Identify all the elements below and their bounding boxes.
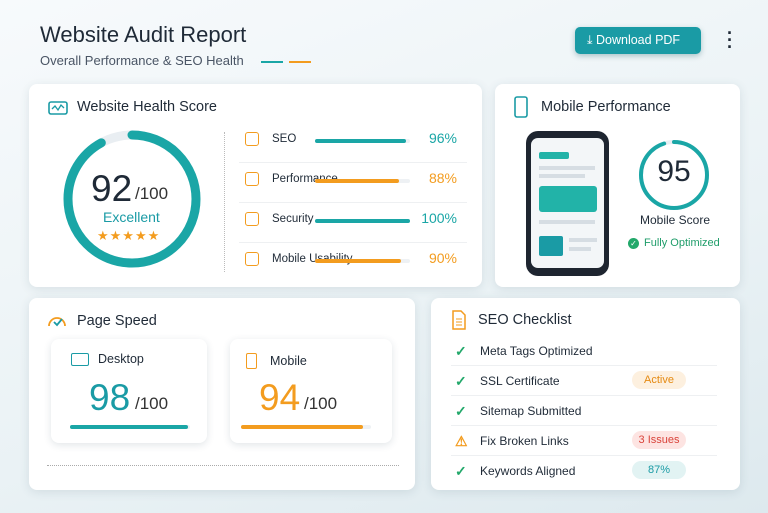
metric-name: Security — [272, 213, 314, 225]
mobile-speed-card: Mobile 94 /100 — [230, 339, 392, 443]
row-divider — [451, 365, 717, 366]
metric-value: 88% — [428, 170, 457, 186]
menu-button[interactable]: · · · — [727, 23, 733, 57]
check-icon: ✓ — [455, 463, 467, 479]
mobile-icon — [246, 353, 257, 369]
speed-label: Mobile — [270, 354, 307, 368]
bar — [315, 219, 410, 223]
bar — [315, 139, 407, 143]
badge: 87% — [632, 461, 686, 479]
mobile-card: Mobile Performance 95 Mobile Score ✓ Full… — [495, 84, 740, 287]
speed-max: /100 — [135, 394, 169, 413]
metric-icon — [245, 172, 259, 186]
speed-card: Page Speed Desktop 98 /100 Mobile 94 /10… — [29, 298, 415, 490]
bar — [315, 179, 399, 183]
desktop-card: Desktop 98 /100 — [51, 339, 207, 443]
score-ring — [63, 130, 201, 268]
checklist-card: SEO Checklist ✓ Meta Tags Optimized ✓ SSL C… — [431, 298, 740, 490]
doc-icon — [452, 310, 466, 330]
health-card: Website Health Score 92 /100 Excellent ★… — [29, 84, 482, 287]
metric-icon — [245, 252, 259, 266]
card-title: SEO Checklist — [478, 312, 572, 328]
download-label: Download PDF — [596, 33, 681, 47]
badge: Active — [632, 371, 686, 389]
metric-value: 100% — [421, 210, 457, 226]
item-text: Sitemap Submitted — [480, 404, 582, 418]
rating: Excellent — [103, 209, 160, 225]
metric-name: SEO — [272, 133, 297, 145]
row-divider — [451, 425, 717, 426]
card-title: Page Speed — [77, 313, 157, 329]
row-divider — [451, 395, 717, 396]
phone-icon — [514, 96, 528, 118]
metric-icon — [245, 132, 259, 146]
bar — [70, 425, 188, 429]
check-icon: ✓ — [455, 403, 467, 419]
accent — [289, 61, 311, 63]
metric-value: 96% — [428, 130, 457, 146]
item-text: Meta Tags Optimized — [480, 344, 593, 358]
subtitle: Overall Performance & SEO Health — [40, 53, 244, 68]
bar — [315, 259, 401, 263]
metric-value: 90% — [428, 250, 457, 266]
mobile-ring — [639, 140, 709, 210]
score-max: /100 — [135, 184, 169, 203]
speed-score: 94 — [259, 377, 301, 418]
row-divider — [239, 202, 467, 203]
warning-icon: ⚠ — [455, 433, 468, 449]
divider — [224, 132, 225, 272]
divider — [47, 465, 399, 466]
card-title: Mobile Performance — [541, 99, 671, 115]
phone-illustration — [526, 131, 609, 276]
row-divider — [239, 162, 467, 163]
item-text: Fix Broken Links — [480, 434, 569, 448]
gauge-icon — [48, 317, 66, 327]
monitor-icon — [48, 101, 68, 115]
speed-score: 98 — [89, 377, 131, 418]
stars: ★★★★★ — [97, 228, 161, 243]
bar — [241, 425, 364, 429]
score: 92 — [91, 168, 133, 209]
mobile-label: Mobile Score — [639, 213, 711, 227]
metric-icon — [245, 212, 259, 226]
desktop-icon — [71, 353, 89, 366]
item-text: Keywords Aligned — [480, 464, 576, 478]
speed-max: /100 — [304, 394, 338, 413]
ring-arc — [639, 140, 709, 210]
item-text: SSL Certificate — [480, 374, 560, 388]
check-icon: ✓ — [455, 373, 467, 389]
accent — [261, 61, 283, 63]
status-text: Fully Optimized — [644, 237, 720, 249]
speed-label: Desktop — [98, 352, 144, 366]
row-divider — [451, 455, 717, 456]
row-divider — [239, 242, 467, 243]
status: ✓ Fully Optimized — [628, 237, 720, 249]
ring-arc — [63, 130, 201, 268]
badge: 3 Issues — [632, 431, 686, 449]
title: Website Audit Report — [40, 22, 247, 47]
card-title: Website Health Score — [77, 99, 217, 115]
download-button[interactable]: ⤓ Download PDF — [575, 27, 701, 54]
mobile-score: 95 — [657, 155, 691, 188]
check-icon: ✓ — [455, 343, 467, 359]
